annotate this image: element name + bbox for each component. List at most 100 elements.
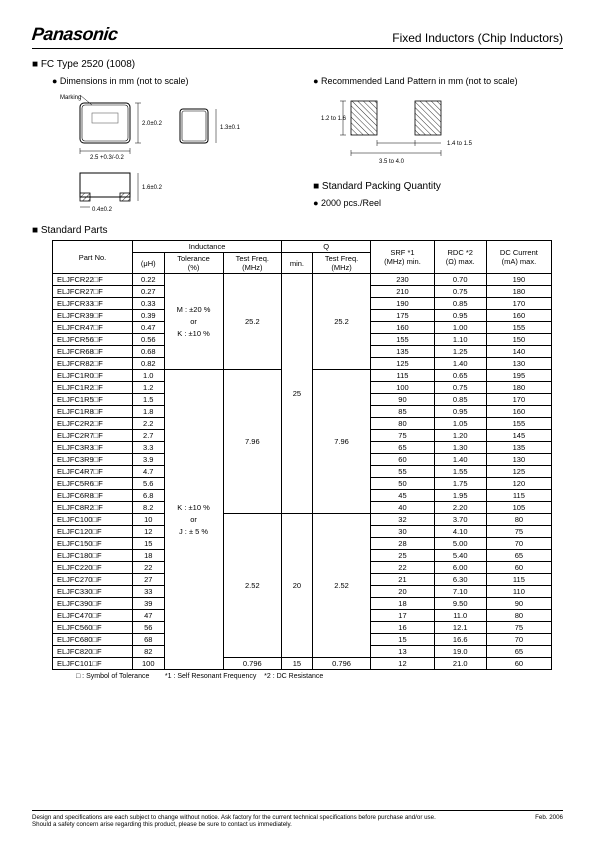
- cell-partno: ELJFC150□F: [53, 538, 133, 550]
- cell-dc: 90: [486, 598, 551, 610]
- cell-srf: 100: [371, 382, 434, 394]
- cell-partno: ELJFC470□F: [53, 610, 133, 622]
- footnote-f2: *2 : DC Resistance: [264, 673, 323, 680]
- th-uh: (μH): [133, 253, 165, 274]
- dim-thick: 1.3±0.1: [220, 125, 241, 131]
- cell-tol: K : ±10 % or J : ± 5 %: [164, 370, 223, 670]
- cell-srf: 28: [371, 538, 434, 550]
- cell-uh: 18: [133, 550, 165, 562]
- th-partno: Part No.: [53, 241, 133, 274]
- land-pattern-label: ● Recommended Land Pattern in mm (not to…: [313, 76, 563, 86]
- packing-value: ● 2000 pcs./Reel: [313, 198, 563, 208]
- cell-partno: ELJFC1R5□F: [53, 394, 133, 406]
- cell-rdc: 7.10: [434, 586, 486, 598]
- cell-uh: 3.9: [133, 454, 165, 466]
- cell-partno: ELJFC3R3□F: [53, 442, 133, 454]
- cell-dc: 180: [486, 382, 551, 394]
- standard-parts-heading: ■ Standard Parts: [32, 225, 563, 236]
- cell-srf: 230: [371, 274, 434, 286]
- cell-uh: 2.2: [133, 418, 165, 430]
- type-heading: ■ FC Type 2520 (1008): [32, 59, 563, 70]
- land-pitch: 1.4 to 1.5: [447, 141, 473, 147]
- cell-testfreq: 2.52: [223, 514, 282, 658]
- cell-rdc: 1.05: [434, 418, 486, 430]
- cell-dc: 115: [486, 490, 551, 502]
- th-tf1: Test Freq. (MHz): [223, 253, 282, 274]
- dim-foot: 0.4±0.2: [92, 207, 113, 213]
- cell-dc: 160: [486, 406, 551, 418]
- cell-srf: 15: [371, 634, 434, 646]
- cell-dc: 60: [486, 658, 551, 670]
- cell-uh: 0.82: [133, 358, 165, 370]
- cell-uh: 0.39: [133, 310, 165, 322]
- cell-dc: 75: [486, 526, 551, 538]
- cell-partno: ELJFCR47□F: [53, 322, 133, 334]
- cell-srf: 115: [371, 370, 434, 382]
- cell-tol: M : ±20 % or K : ±10 %: [164, 274, 223, 370]
- cell-uh: 68: [133, 634, 165, 646]
- cell-uh: 2.7: [133, 430, 165, 442]
- cell-partno: ELJFC120□F: [53, 526, 133, 538]
- cell-uh: 0.22: [133, 274, 165, 286]
- cell-uh: 33: [133, 586, 165, 598]
- cell-uh: 47: [133, 610, 165, 622]
- cell-uh: 8.2: [133, 502, 165, 514]
- table-row: ELJFCR22□F0.22M : ±20 % or K : ±10 %25.2…: [53, 274, 552, 286]
- cell-partno: ELJFC1R0□F: [53, 370, 133, 382]
- page-footer: Design and specifications are each subje…: [32, 810, 563, 828]
- cell-partno: ELJFC3R9□F: [53, 454, 133, 466]
- cell-srf: 75: [371, 430, 434, 442]
- cell-uh: 12: [133, 526, 165, 538]
- cell-dc: 120: [486, 478, 551, 490]
- cell-srf: 17: [371, 610, 434, 622]
- cell-dc: 70: [486, 634, 551, 646]
- cell-partno: ELJFC8R2□F: [53, 502, 133, 514]
- cell-srf: 175: [371, 310, 434, 322]
- table-footnotes: □ : Symbol of Tolerance *1 : Self Resona…: [76, 673, 563, 680]
- cell-rdc: 5.00: [434, 538, 486, 550]
- cell-partno: ELJFCR56□F: [53, 334, 133, 346]
- cell-rdc: 0.85: [434, 394, 486, 406]
- doc-title: Fixed Inductors (Chip Inductors): [392, 31, 563, 45]
- cell-rdc: 1.10: [434, 334, 486, 346]
- cell-uh: 0.47: [133, 322, 165, 334]
- cell-rdc: 1.20: [434, 430, 486, 442]
- cell-srf: 45: [371, 490, 434, 502]
- cell-rdc: 0.70: [434, 274, 486, 286]
- cell-dc: 170: [486, 394, 551, 406]
- cell-partno: ELJFC820□F: [53, 646, 133, 658]
- cell-partno: ELJFCR27□F: [53, 286, 133, 298]
- dim-bodyh: 1.6±0.2: [142, 185, 163, 191]
- cell-rdc: 4.10: [434, 526, 486, 538]
- land-h: 1.2 to 1.6: [321, 116, 347, 122]
- cell-rdc: 19.0: [434, 646, 486, 658]
- th-srf: SRF *1 (MHz) min.: [371, 241, 434, 274]
- brand-logo: Panasonic: [31, 24, 119, 45]
- land-span: 3.5 to 4.0: [379, 159, 405, 165]
- cell-rdc: 6.00: [434, 562, 486, 574]
- cell-srf: 155: [371, 334, 434, 346]
- cell-srf: 160: [371, 322, 434, 334]
- cell-rdc: 1.25: [434, 346, 486, 358]
- cell-rdc: 16.6: [434, 634, 486, 646]
- cell-dc: 125: [486, 466, 551, 478]
- cell-partno: ELJFC680□F: [53, 634, 133, 646]
- cell-srf: 18: [371, 598, 434, 610]
- cell-srf: 50: [371, 478, 434, 490]
- cell-testfreq: 0.796: [223, 658, 282, 670]
- cell-uh: 1.2: [133, 382, 165, 394]
- dim-h: 2.0±0.2: [142, 121, 163, 127]
- cell-uh: 0.68: [133, 346, 165, 358]
- cell-rdc: 0.75: [434, 286, 486, 298]
- cell-partno: ELJFCR22□F: [53, 274, 133, 286]
- cell-partno: ELJFC1R2□F: [53, 382, 133, 394]
- cell-rdc: 0.95: [434, 310, 486, 322]
- dim-w: 2.5 +0.3/-0.2: [90, 155, 125, 161]
- th-rdc: RDC *2 (Ω) max.: [434, 241, 486, 274]
- cell-partno: ELJFCR82□F: [53, 358, 133, 370]
- cell-rdc: 1.30: [434, 442, 486, 454]
- cell-srf: 210: [371, 286, 434, 298]
- cell-partno: ELJFC1R8□F: [53, 406, 133, 418]
- cell-dc: 65: [486, 550, 551, 562]
- cell-uh: 1.8: [133, 406, 165, 418]
